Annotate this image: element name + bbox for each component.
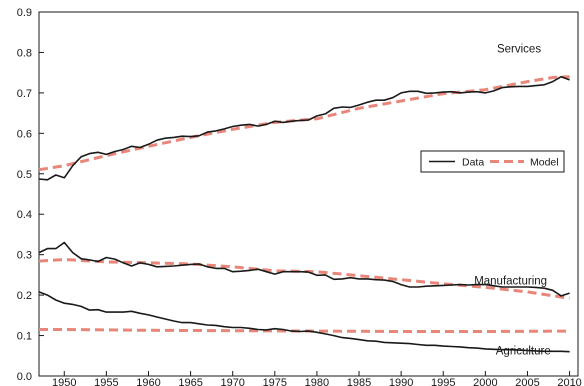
x-tick-label: 1980: [305, 377, 329, 386]
plot-frame: [38, 11, 579, 377]
x-tick-label: 1990: [389, 377, 413, 386]
x-tick-label: 1955: [94, 377, 118, 386]
x-tick-label: 2010: [557, 377, 581, 386]
y-tick-label: 0.9: [17, 7, 32, 19]
services-data-line: [38, 75, 570, 181]
y-tick-label: 0.3: [17, 250, 32, 262]
services-label: Services: [497, 43, 541, 55]
services-model-line: [38, 75, 570, 172]
x-tick-label: 1995: [431, 377, 455, 386]
legend-data-label: Data: [462, 157, 484, 169]
y-tick-label: 0.6: [17, 128, 32, 140]
x-tick-label: 2000: [473, 377, 497, 386]
x-tick-label: 1965: [178, 377, 202, 386]
x-tick-label: 2005: [515, 377, 539, 386]
y-tick-label: 0.1: [17, 331, 32, 343]
x-axis: 1950 1955 1960 1965 1970 1975 1980 1985 1990 1995…: [52, 371, 582, 386]
legend-model-label: Model: [530, 157, 559, 169]
y-tick-label: 0.0: [17, 371, 32, 383]
x-tick-label: 1985: [347, 377, 371, 386]
manufacturing-data-line: [38, 241, 570, 297]
x-tick-label: 1950: [52, 377, 76, 386]
agriculture-label: Agriculture: [496, 346, 551, 358]
y-tick-label: 0.4: [17, 209, 32, 221]
manufacturing-label: Manufacturing: [474, 276, 547, 288]
y-tick-label: 0.8: [17, 47, 32, 59]
y-tick-label: 0.5: [17, 169, 32, 181]
y-tick-label: 0.2: [17, 290, 32, 302]
legend: Data Model: [420, 150, 565, 173]
x-tick-label: 1975: [263, 377, 287, 386]
series-layer: [38, 75, 570, 353]
annotation-layer: Services Manufacturing Agriculture: [474, 43, 551, 357]
x-tick-label: 1960: [136, 377, 160, 386]
y-tick-label: 0.7: [17, 88, 32, 100]
y-axis: 0.0 0.1 0.2 0.3 0.4 0.5 0.6 0.7 0.8 0.9: [17, 7, 44, 383]
x-tick-label: 1970: [220, 377, 244, 386]
agriculture-data-line: [38, 291, 570, 353]
